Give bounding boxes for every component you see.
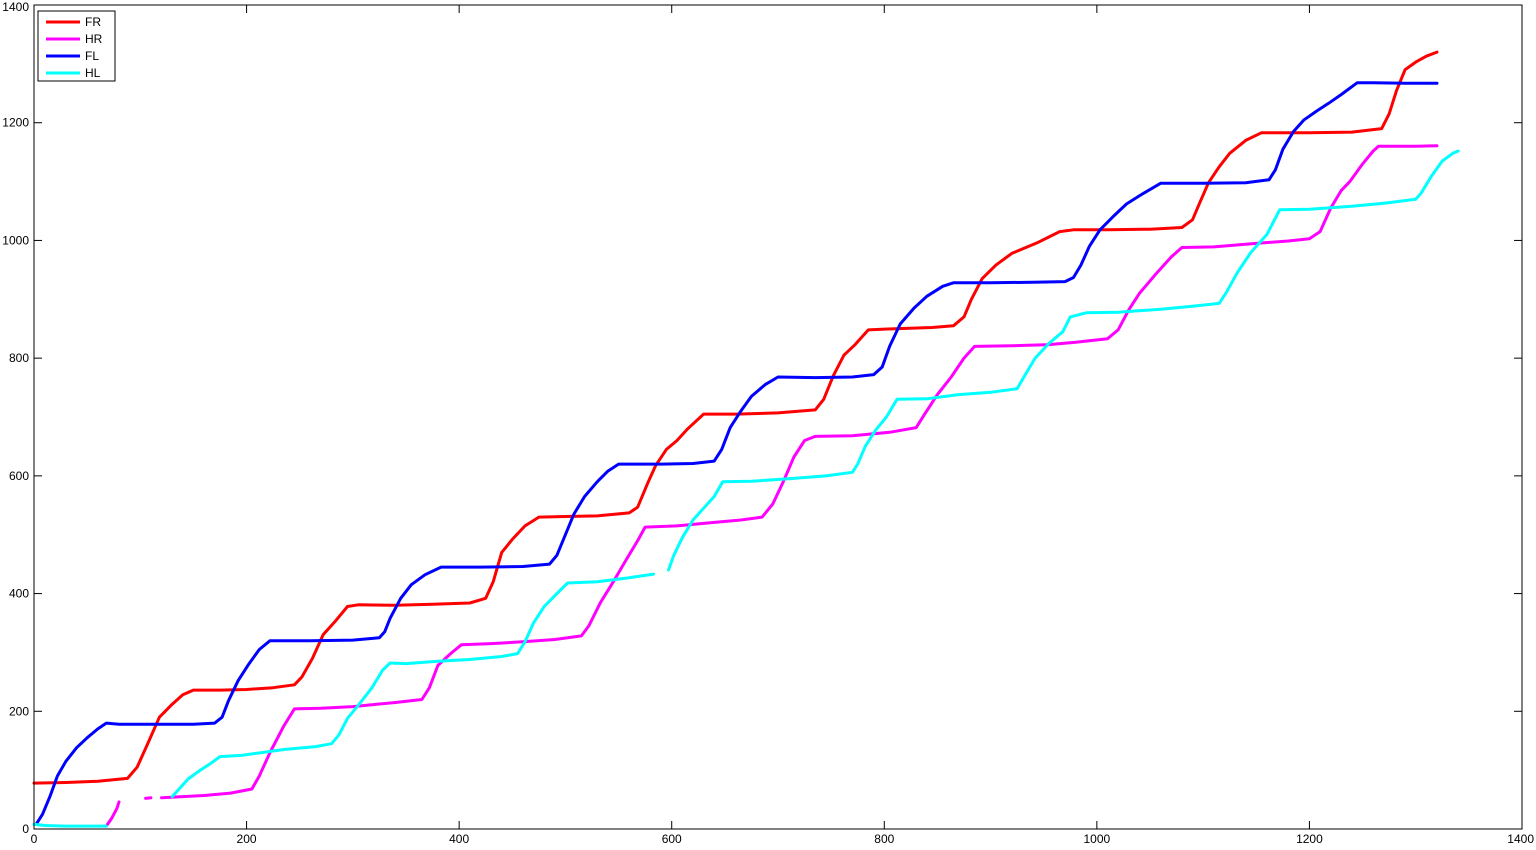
x-tick-label: 1000	[1084, 832, 1111, 845]
x-tick-label: 1200	[1296, 832, 1323, 845]
series-line-hl	[32, 822, 108, 828]
axes-frame	[33, 4, 1523, 830]
x-tick-label: 1400	[1507, 832, 1534, 845]
x-tick-label: 0	[31, 832, 38, 845]
plot-layer	[32, 50, 1460, 828]
y-tick-label: 1400	[2, 0, 29, 14]
y-tick-label: 0	[22, 822, 29, 836]
series-line-fl	[34, 81, 1439, 826]
series-line-hr	[144, 796, 153, 800]
y-tick-label: 1000	[2, 233, 29, 247]
series-line-hr	[104, 800, 121, 828]
y-tick-label: 1200	[2, 116, 29, 130]
series-line-fr	[32, 50, 1439, 785]
legend-label-fl: FL	[85, 49, 99, 63]
y-tick-label: 800	[9, 351, 29, 365]
y-tick-label: 600	[9, 469, 29, 483]
legend-label-hr: HR	[85, 32, 103, 46]
x-tick-label: 400	[449, 832, 469, 845]
x-tick-label: 600	[662, 832, 682, 845]
y-tick-label: 400	[9, 587, 29, 601]
legend: FR HR FL HL	[37, 10, 116, 82]
x-tick-label: 200	[237, 832, 257, 845]
y-tick-label: 200	[9, 704, 29, 718]
series-line-hl	[170, 572, 656, 799]
legend-label-fr: FR	[85, 15, 101, 29]
series-line-hr	[160, 144, 1439, 800]
legend-label-hl: HL	[85, 66, 101, 80]
series-line-hl	[667, 149, 1460, 572]
x-tick-label: 800	[874, 832, 894, 845]
